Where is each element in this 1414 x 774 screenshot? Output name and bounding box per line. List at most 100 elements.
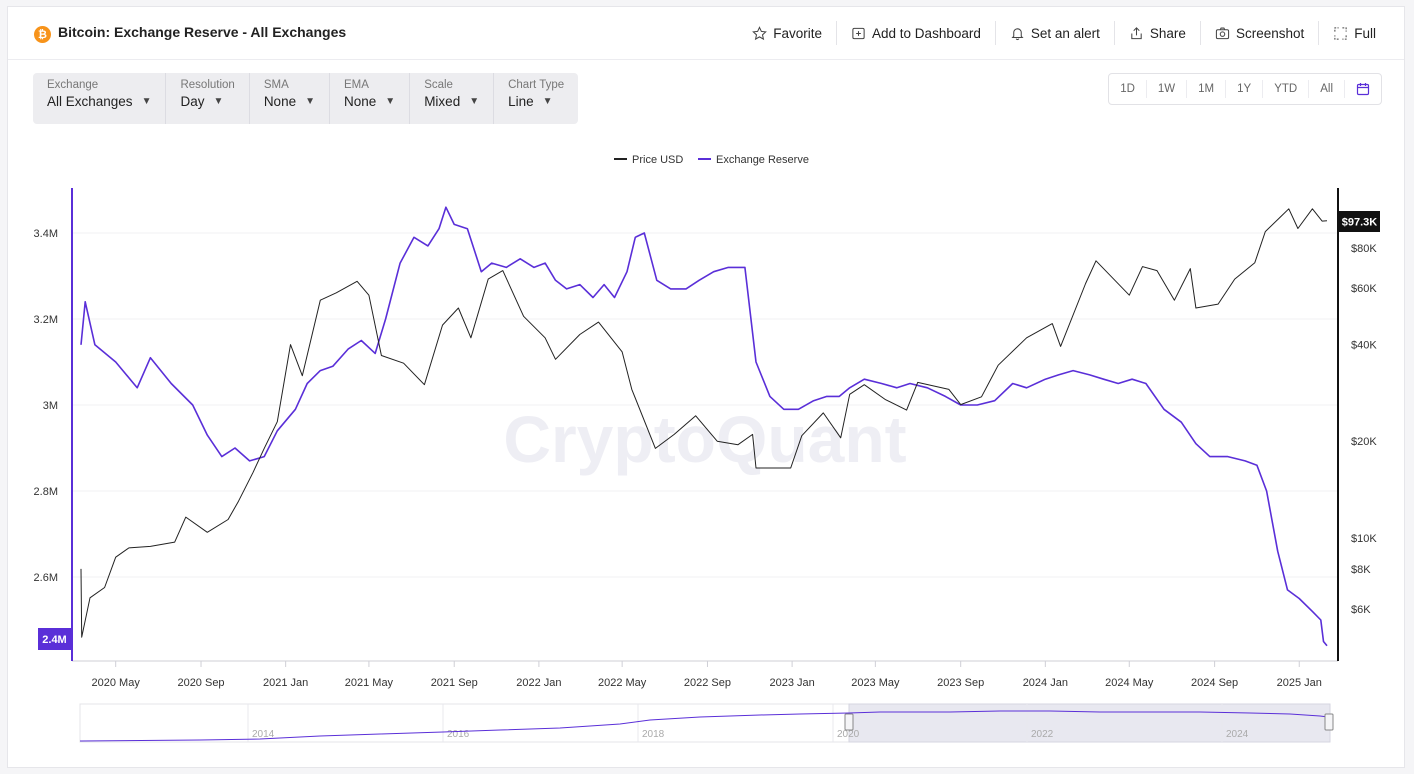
range-1m-button[interactable]: 1M bbox=[1186, 80, 1225, 98]
left-axis-tick: 2.6M bbox=[34, 572, 58, 584]
right-axis-tick: $80K bbox=[1351, 243, 1377, 255]
resolution-select[interactable]: Resolution Day ▼ bbox=[165, 73, 248, 124]
right-axis-tick: $60K bbox=[1351, 283, 1377, 295]
chart-type-select[interactable]: Chart Type Line ▼ bbox=[493, 73, 578, 124]
dashboard-add-icon bbox=[852, 27, 865, 39]
header-actions: Favorite Add to Dashboard Set an alert S… bbox=[738, 21, 1390, 45]
right-axis-tick: $8K bbox=[1351, 564, 1371, 576]
price-current-badge bbox=[1339, 211, 1380, 232]
sma-select[interactable]: SMA None ▼ bbox=[248, 73, 329, 124]
scale-label: Scale bbox=[424, 79, 453, 91]
right-axis-tick: $10K bbox=[1351, 533, 1377, 545]
caret-down-icon: ▼ bbox=[141, 96, 152, 107]
chart-header: ₿ Bitcoin: Exchange Reserve - All Exchan… bbox=[8, 7, 1404, 60]
x-axis-tick: 2021 Sep bbox=[431, 677, 478, 689]
range-all-button[interactable]: All bbox=[1308, 80, 1344, 98]
reserve-current-label: 2.4M bbox=[42, 634, 66, 646]
screenshot-button[interactable]: Screenshot bbox=[1199, 21, 1318, 45]
favorite-button[interactable]: Favorite bbox=[738, 21, 836, 45]
exchange-select[interactable]: Exchange All Exchanges ▼ bbox=[33, 73, 165, 124]
x-axis-tick: 2020 Sep bbox=[177, 677, 224, 689]
navigator-tick: 2024 bbox=[1226, 729, 1249, 740]
left-axis-tick: 2.8M bbox=[34, 486, 58, 498]
exchange-label: Exchange bbox=[47, 79, 99, 91]
camera-icon bbox=[1215, 27, 1230, 39]
reserve-current-badge bbox=[38, 628, 71, 650]
set-alert-label: Set an alert bbox=[1030, 25, 1100, 41]
ema-select[interactable]: EMA None ▼ bbox=[329, 73, 409, 124]
navigator-tick: 2016 bbox=[447, 729, 470, 740]
bitcoin-logo-icon: ₿ bbox=[34, 26, 51, 43]
range-1d-button[interactable]: 1D bbox=[1120, 83, 1135, 95]
navigator-tick: 2020 bbox=[837, 729, 860, 740]
exchange-reserve-line bbox=[80, 206, 1328, 647]
ema-value: None bbox=[344, 94, 377, 109]
navigator-tick: 2014 bbox=[252, 729, 275, 740]
share-button[interactable]: Share bbox=[1113, 21, 1200, 45]
chart-controls: Exchange All Exchanges ▼ Resolution Day ▼ … bbox=[33, 73, 579, 124]
share-label: Share bbox=[1149, 25, 1186, 41]
date-picker-button[interactable] bbox=[1344, 80, 1381, 98]
fullscreen-icon bbox=[1334, 26, 1347, 40]
x-axis-tick: 2025 Jan bbox=[1277, 677, 1322, 689]
caret-down-icon: ▼ bbox=[213, 96, 224, 107]
navigator-selection bbox=[848, 703, 1331, 743]
x-axis-tick: 2024 May bbox=[1105, 677, 1154, 689]
add-to-dashboard-button[interactable]: Add to Dashboard bbox=[836, 21, 995, 45]
navigator-tick: 2018 bbox=[642, 729, 665, 740]
sma-label: SMA bbox=[263, 79, 289, 91]
fullscreen-label: Full bbox=[1354, 25, 1376, 41]
ema-label: EMA bbox=[344, 79, 369, 91]
page-title: Bitcoin: Exchange Reserve - All Exchange… bbox=[58, 24, 347, 40]
scale-value: Mixed bbox=[424, 94, 461, 109]
bell-icon bbox=[1011, 27, 1024, 40]
chart-type-label: Chart Type bbox=[508, 79, 565, 91]
navigator-left-handle bbox=[844, 713, 854, 731]
x-axis-tick: 2024 Jan bbox=[1023, 677, 1068, 689]
star-icon bbox=[752, 25, 768, 40]
calendar-icon bbox=[1356, 82, 1370, 96]
caret-down-icon: ▼ bbox=[305, 96, 315, 107]
set-alert-button[interactable]: Set an alert bbox=[994, 21, 1114, 45]
x-axis-tick: 2022 Jan bbox=[516, 677, 561, 689]
resolution-label: Resolution bbox=[180, 79, 235, 91]
x-axis-tick: 2021 Jan bbox=[263, 677, 308, 689]
screenshot-label: Screenshot bbox=[1235, 25, 1305, 41]
navigator-right-handle bbox=[1324, 713, 1334, 731]
price-current-label: $97.3K bbox=[1342, 217, 1378, 229]
price-usd-line bbox=[80, 208, 1328, 638]
chart-type-value: Line bbox=[508, 94, 534, 109]
exchange-value: All Exchanges bbox=[47, 94, 133, 109]
right-axis-tick: $40K bbox=[1351, 340, 1377, 352]
caret-down-icon: ▼ bbox=[542, 96, 553, 107]
add-to-dashboard-label: Add to Dashboard bbox=[872, 25, 981, 41]
x-axis-tick: 2023 Sep bbox=[937, 677, 984, 689]
left-axis-tick: 3M bbox=[43, 400, 58, 412]
resolution-value: Day bbox=[180, 94, 205, 109]
legend-reserve-label: Exchange Reserve bbox=[716, 154, 809, 166]
watermark: CryptoQuant bbox=[503, 402, 906, 476]
x-axis-tick: 2022 May bbox=[598, 677, 647, 689]
range-selector: 1D 1W 1M 1Y YTD All bbox=[1108, 73, 1382, 105]
navigator-series-line bbox=[79, 710, 1329, 742]
x-axis-tick: 2022 Sep bbox=[684, 677, 731, 689]
x-axis-tick: 2024 Sep bbox=[1191, 677, 1238, 689]
caret-down-icon: ▼ bbox=[385, 96, 396, 107]
scale-select[interactable]: Scale Mixed ▼ bbox=[409, 73, 493, 124]
range-1y-button[interactable]: 1Y bbox=[1225, 80, 1262, 98]
right-axis-tick: $6K bbox=[1351, 604, 1371, 616]
x-axis-tick: 2023 Jan bbox=[769, 677, 814, 689]
favorite-label: Favorite bbox=[773, 25, 823, 41]
range-ytd-button[interactable]: YTD bbox=[1262, 80, 1308, 98]
chart-card: ₿ Bitcoin: Exchange Reserve - All Exchan… bbox=[7, 6, 1405, 768]
range-1w-button[interactable]: 1W bbox=[1145, 80, 1186, 98]
navigator-tick: 2022 bbox=[1031, 729, 1054, 740]
left-axis-tick: 3.4M bbox=[34, 228, 58, 240]
sma-value: None bbox=[263, 94, 297, 109]
x-axis-tick: 2020 May bbox=[92, 677, 141, 689]
right-axis-tick: $20K bbox=[1351, 436, 1377, 448]
fullscreen-button[interactable]: Full bbox=[1318, 21, 1390, 45]
legend-price-label: Price USD bbox=[632, 154, 683, 166]
share-icon bbox=[1131, 26, 1142, 39]
